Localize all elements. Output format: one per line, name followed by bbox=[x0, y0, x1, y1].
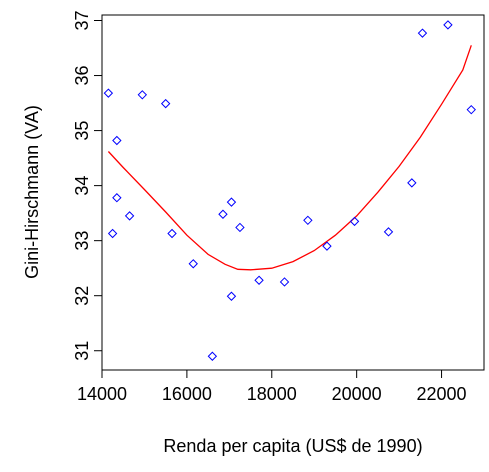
data-point-4 bbox=[124, 211, 135, 221]
data-point-18 bbox=[349, 216, 360, 227]
smooth-curve-layer bbox=[107, 45, 472, 271]
data-point-23 bbox=[466, 104, 476, 115]
data-point-1 bbox=[107, 228, 118, 239]
plot-box bbox=[101, 14, 485, 371]
data-point-11 bbox=[226, 197, 237, 207]
data-point-17 bbox=[322, 241, 332, 251]
data-point-20 bbox=[407, 178, 417, 188]
data-point-16 bbox=[303, 215, 313, 226]
data-point-14 bbox=[254, 275, 264, 285]
y-tick-label-37: 37 bbox=[72, 10, 92, 30]
data-point-7 bbox=[167, 228, 177, 239]
data-point-19 bbox=[383, 227, 394, 237]
data-points-layer bbox=[103, 20, 476, 361]
x-tick-label-18000: 18000 bbox=[247, 384, 297, 404]
data-point-0 bbox=[103, 88, 114, 98]
data-point-21 bbox=[417, 28, 428, 38]
data-point-10 bbox=[218, 209, 228, 219]
data-point-6 bbox=[160, 98, 171, 109]
x-axis: 14000 16000 18000 20000 22000 bbox=[77, 370, 467, 404]
data-point-13 bbox=[235, 222, 245, 233]
y-tick-label-33: 33 bbox=[72, 231, 92, 251]
y-tick-label-32: 32 bbox=[72, 286, 92, 306]
y-tick-label-31: 31 bbox=[72, 341, 92, 361]
y-axis-label: Gini-Hirschmann (VA) bbox=[22, 105, 42, 279]
smooth-curve bbox=[107, 45, 472, 271]
data-point-9 bbox=[207, 351, 218, 361]
data-point-8 bbox=[188, 259, 198, 269]
data-point-5 bbox=[137, 90, 148, 100]
y-tick-label-36: 36 bbox=[72, 66, 92, 86]
y-tick-label-34: 34 bbox=[72, 176, 92, 196]
y-axis: 31 32 33 34 35 36 37 bbox=[72, 10, 102, 361]
x-tick-label-20000: 20000 bbox=[332, 384, 382, 404]
x-axis-label: Renda per capita (US$ de 1990) bbox=[163, 436, 422, 456]
x-tick-label-14000: 14000 bbox=[77, 384, 127, 404]
data-point-3 bbox=[112, 193, 122, 203]
data-point-22 bbox=[443, 20, 453, 30]
data-point-2 bbox=[112, 135, 122, 146]
y-tick-label-35: 35 bbox=[72, 121, 92, 141]
x-tick-label-22000: 22000 bbox=[417, 384, 467, 404]
data-point-15 bbox=[279, 277, 290, 287]
x-tick-label-16000: 16000 bbox=[162, 384, 212, 404]
data-point-12 bbox=[226, 291, 237, 301]
